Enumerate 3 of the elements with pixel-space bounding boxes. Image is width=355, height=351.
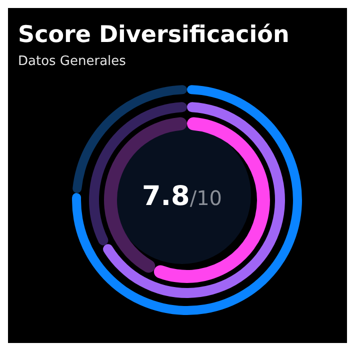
- chart-title: Score Diversificación: [18, 22, 290, 48]
- chart-subtitle: Datos Generales: [18, 54, 126, 69]
- text: 7.8/10: [142, 181, 222, 212]
